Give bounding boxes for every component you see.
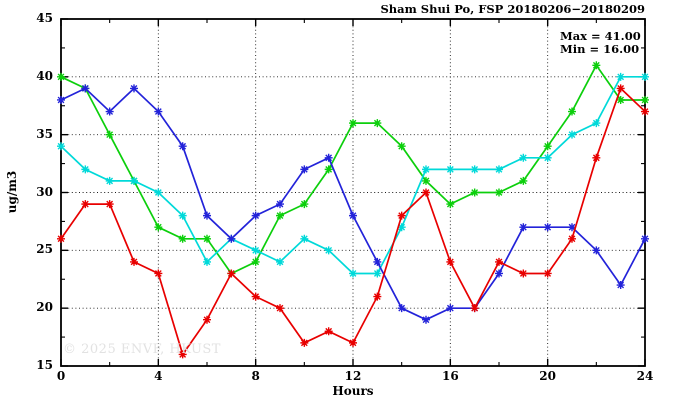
legend-min-label: Min = 16.00 — [560, 42, 640, 56]
y-tick-label: 15 — [36, 358, 53, 372]
watermark: © 2025 ENVF, HKUST — [63, 342, 221, 357]
x-tick-label: 4 — [154, 369, 163, 383]
x-axis-label: Hours — [332, 384, 374, 398]
chart-title: Sham Shui Po, FSP 20180206−20180209 — [380, 2, 646, 16]
series-markers-green — [57, 61, 649, 278]
series-markers-red — [57, 84, 649, 359]
legend: Max = 41.00 Min = 16.00 — [560, 30, 641, 56]
plot-border — [60, 18, 646, 367]
series-markers-blue — [57, 84, 649, 324]
x-tick-label: 20 — [539, 369, 556, 383]
x-tick-label: 12 — [344, 369, 362, 383]
y-tick-label: 45 — [36, 11, 53, 25]
series-markers-cyan — [57, 72, 649, 278]
x-tick-label: 24 — [636, 369, 654, 383]
y-tick-label: 40 — [36, 68, 53, 83]
y-tick-label: 30 — [36, 184, 53, 199]
y-tick-label: 20 — [36, 300, 53, 315]
x-tick-label: 8 — [251, 369, 260, 383]
x-tick-label: 16 — [441, 369, 459, 383]
y-tick-label: 25 — [36, 242, 53, 257]
legend-max-label: Max = 41.00 — [560, 29, 641, 43]
x-tick-label: 0 — [56, 369, 66, 383]
y-tick-label: 35 — [36, 126, 53, 141]
